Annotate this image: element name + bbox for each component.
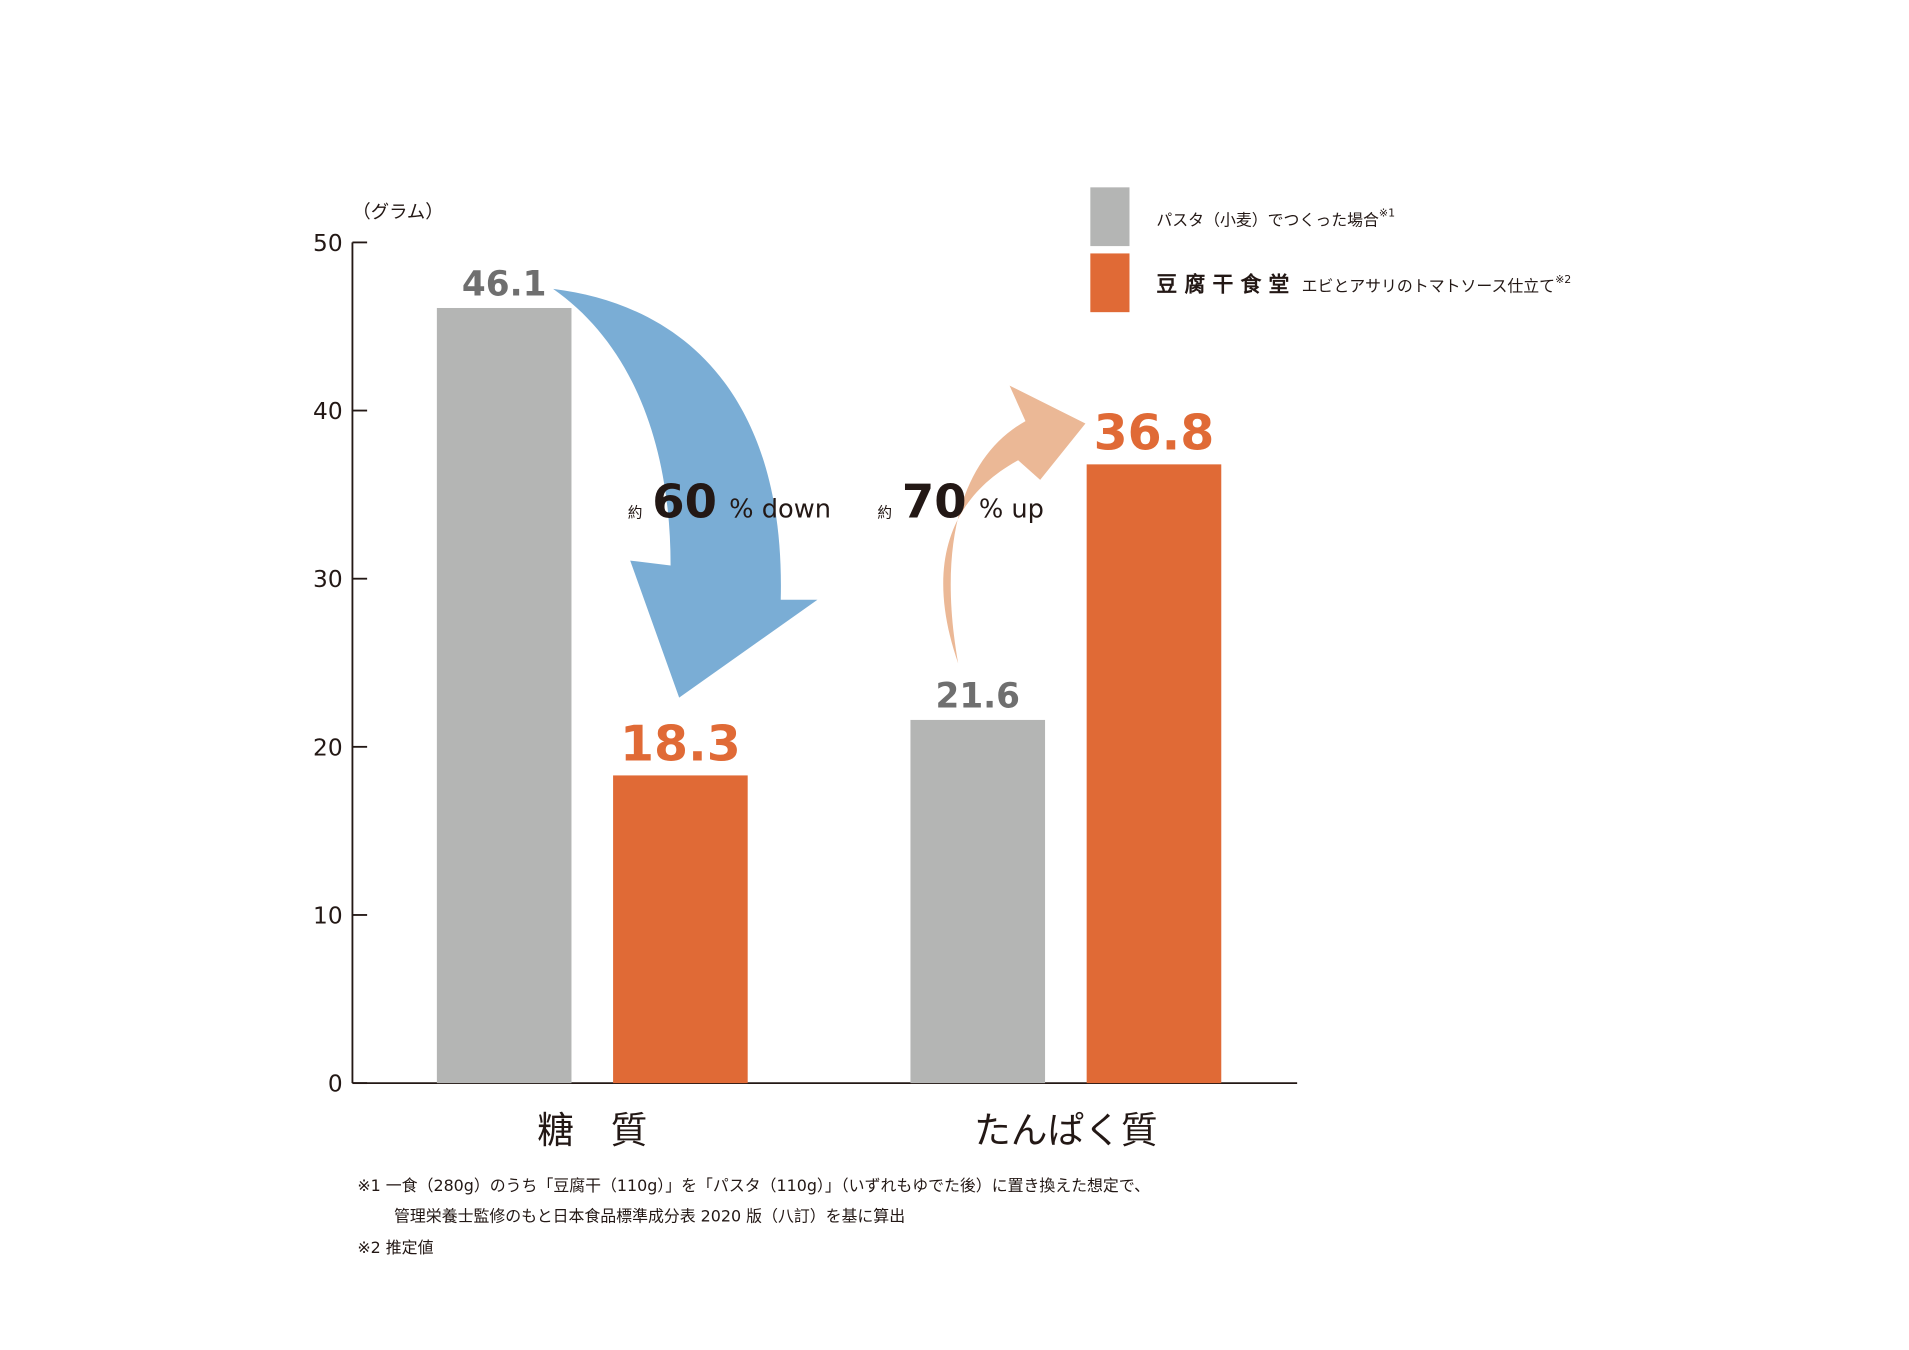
annotation: 約 70 % up [877,475,1044,529]
down-arrow [553,288,818,698]
value-label: 46.1 [462,265,547,305]
footnote: ※1 一食（280g）のうち「豆腐干（110g）」を「パスタ（110g）」（いず… [357,1176,1150,1195]
legend-note: ※2 [1555,273,1571,286]
value-label: 36.8 [1094,405,1215,462]
x-tick-label: 糖 質 [537,1109,647,1152]
x-tick-label: たんぱく質 [974,1109,1158,1152]
annotation: 約 60 % down [628,475,831,529]
value-label: 18.3 [620,716,741,773]
bar [436,307,572,1084]
up-arrow [943,385,1086,664]
footnote: ※2 推定値 [357,1238,433,1257]
annotation-suffix: % down [729,495,831,525]
annotation-suffix: % up [979,495,1044,525]
legend-entry: 豆 腐 干 食 堂エビとアサリのトマトソース仕立て※2 [1156,272,1571,296]
y-tick-label: 30 [313,566,343,593]
bar [910,719,1046,1084]
annotation-prefix: 約 [877,505,892,522]
bar [613,775,748,1084]
y-tick-label: 20 [313,734,343,761]
y-tick-label: 40 [313,398,343,425]
legend-swatch [1090,187,1130,247]
y-axis-label: （グラム） [352,202,443,223]
y-tick-label: 10 [313,903,343,930]
annotation-prefix: 約 [628,505,643,522]
legend-note: ※1 [1379,207,1395,220]
legend-name: 豆 腐 干 食 堂 [1156,272,1289,296]
legend-name: パスタ（小麦）でつくった場合 [1156,210,1379,229]
value-label: 21.6 [935,677,1020,717]
legend-swatch [1090,253,1130,313]
legend-entry: パスタ（小麦）でつくった場合※1 [1156,207,1395,230]
bar [1086,464,1222,1084]
annotation-value: 60 [652,475,717,529]
annotation-value: 70 [902,475,967,529]
y-tick-label: 0 [328,1071,343,1098]
footnote: 管理栄養士監修のもと日本食品標準成分表 2020 版（八訂）を基に算出 [394,1206,905,1225]
legend-subtitle: エビとアサリのトマトソース仕立て [1302,276,1555,295]
y-tick-label: 50 [313,230,343,257]
